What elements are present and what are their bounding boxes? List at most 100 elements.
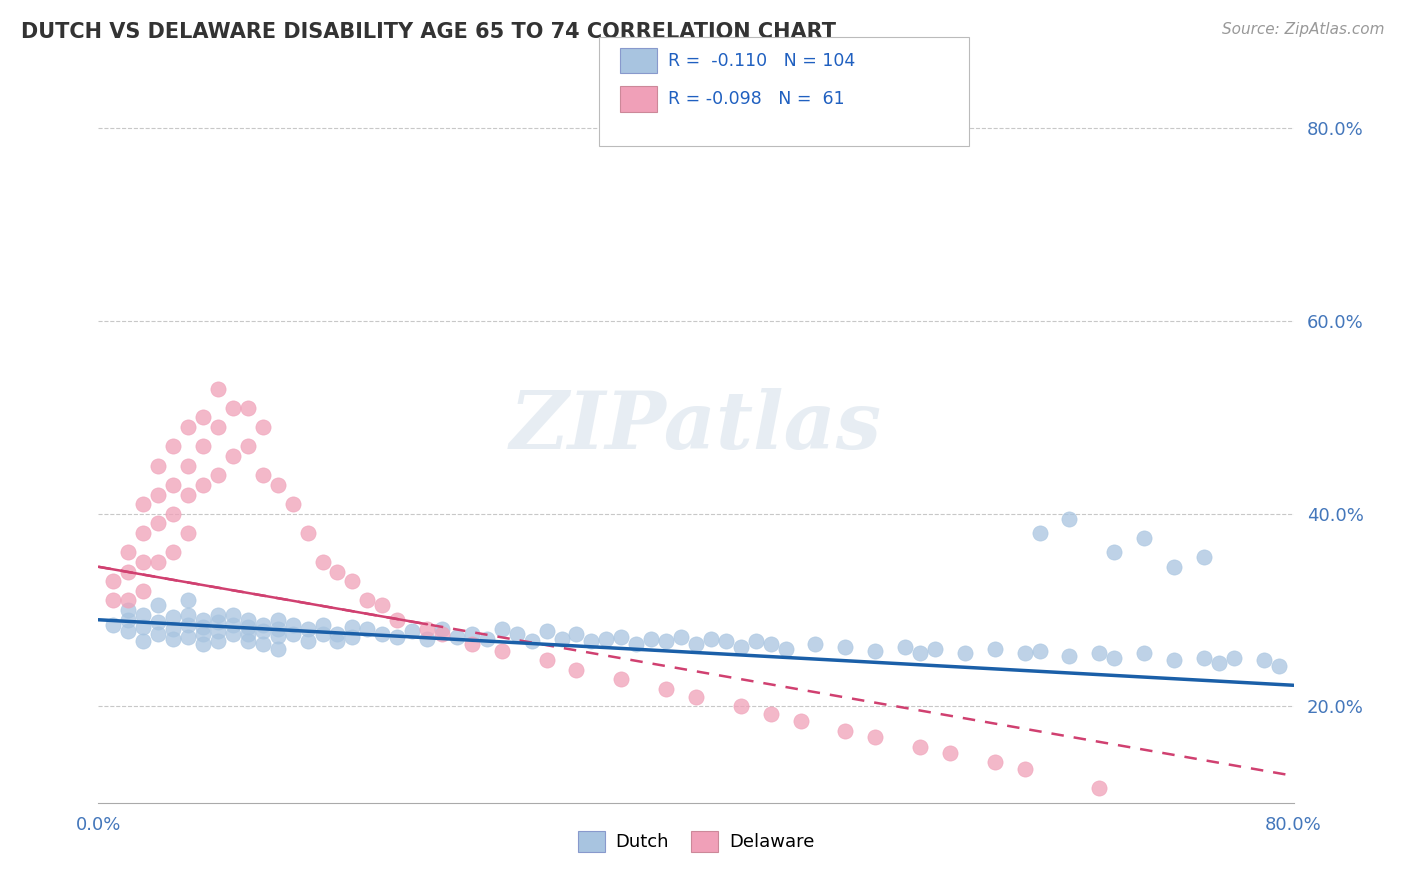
Point xyxy=(103,574,125,589)
Text: R = -0.098   N =  61: R = -0.098 N = 61 xyxy=(668,90,845,108)
Point xyxy=(281,497,304,511)
Point xyxy=(536,624,558,639)
Point xyxy=(236,439,259,453)
Text: DUTCH VS DELAWARE DISABILITY AGE 65 TO 74 CORRELATION CHART: DUTCH VS DELAWARE DISABILITY AGE 65 TO 7… xyxy=(21,22,837,42)
Point xyxy=(207,615,229,629)
Point xyxy=(311,555,333,569)
Point xyxy=(267,623,290,637)
Point xyxy=(132,555,155,569)
Point xyxy=(326,627,349,641)
Point xyxy=(207,420,229,434)
Point xyxy=(162,623,184,637)
Point xyxy=(222,627,245,641)
Point xyxy=(1014,647,1036,661)
Point xyxy=(1133,647,1156,661)
Point xyxy=(267,613,290,627)
Point xyxy=(491,643,513,657)
Point xyxy=(385,630,409,644)
Point xyxy=(908,739,931,754)
Point xyxy=(520,634,543,648)
Point xyxy=(1088,647,1111,661)
Point xyxy=(103,617,125,632)
Point xyxy=(565,627,588,641)
Point xyxy=(550,632,572,646)
Point xyxy=(595,632,617,646)
Point xyxy=(804,637,827,651)
Point xyxy=(177,630,200,644)
Point xyxy=(475,632,498,646)
Point xyxy=(207,634,229,648)
Point xyxy=(311,617,333,632)
Point xyxy=(371,627,394,641)
Point xyxy=(267,478,290,492)
Point xyxy=(745,634,768,648)
Point xyxy=(685,690,707,704)
Point xyxy=(207,607,229,622)
Point xyxy=(297,623,319,637)
Point xyxy=(207,468,229,483)
Point xyxy=(297,634,319,648)
Point xyxy=(148,555,170,569)
Point xyxy=(342,620,364,634)
Point xyxy=(117,613,139,627)
Point xyxy=(281,627,304,641)
Point xyxy=(132,607,155,622)
Text: ZIPatlas: ZIPatlas xyxy=(510,388,882,466)
Point xyxy=(252,624,274,639)
Point xyxy=(1163,653,1185,667)
Point xyxy=(222,449,245,463)
Point xyxy=(834,640,856,654)
Point xyxy=(162,478,184,492)
Point xyxy=(132,620,155,634)
Point xyxy=(162,632,184,646)
Text: R =  -0.110   N = 104: R = -0.110 N = 104 xyxy=(668,52,855,70)
Point xyxy=(148,615,170,629)
Point xyxy=(177,526,200,541)
Point xyxy=(371,599,394,613)
Point xyxy=(759,707,782,722)
Point xyxy=(1192,550,1215,565)
Point xyxy=(401,624,423,639)
Point xyxy=(191,620,214,634)
Point xyxy=(236,401,259,415)
Point xyxy=(132,583,155,598)
Point xyxy=(416,632,439,646)
Point xyxy=(162,610,184,624)
Point xyxy=(610,673,633,687)
Point xyxy=(207,382,229,396)
Point xyxy=(908,647,931,661)
Point xyxy=(177,487,200,501)
Legend: Dutch, Delaware: Dutch, Delaware xyxy=(571,823,821,859)
Point xyxy=(267,641,290,656)
Point xyxy=(148,458,170,473)
Point xyxy=(148,516,170,531)
Point xyxy=(252,637,274,651)
Point xyxy=(191,637,214,651)
Point xyxy=(132,634,155,648)
Point xyxy=(311,627,333,641)
Point xyxy=(655,634,678,648)
Point xyxy=(789,714,811,728)
Point xyxy=(236,627,259,641)
Point xyxy=(1028,526,1050,541)
Point xyxy=(1014,762,1036,776)
Point xyxy=(1104,545,1126,559)
Point xyxy=(191,627,214,641)
Point xyxy=(565,663,588,677)
Point xyxy=(669,630,692,644)
Point xyxy=(177,458,200,473)
Point xyxy=(222,617,245,632)
Point xyxy=(252,617,274,632)
Point xyxy=(1059,511,1081,525)
Point xyxy=(730,699,752,714)
Point xyxy=(461,627,484,641)
Point xyxy=(177,607,200,622)
Point xyxy=(1133,531,1156,545)
Point xyxy=(236,613,259,627)
Point xyxy=(834,723,856,738)
Point xyxy=(953,647,976,661)
Point xyxy=(297,526,319,541)
Point xyxy=(865,731,887,745)
Point xyxy=(1163,559,1185,574)
Point xyxy=(430,627,453,641)
